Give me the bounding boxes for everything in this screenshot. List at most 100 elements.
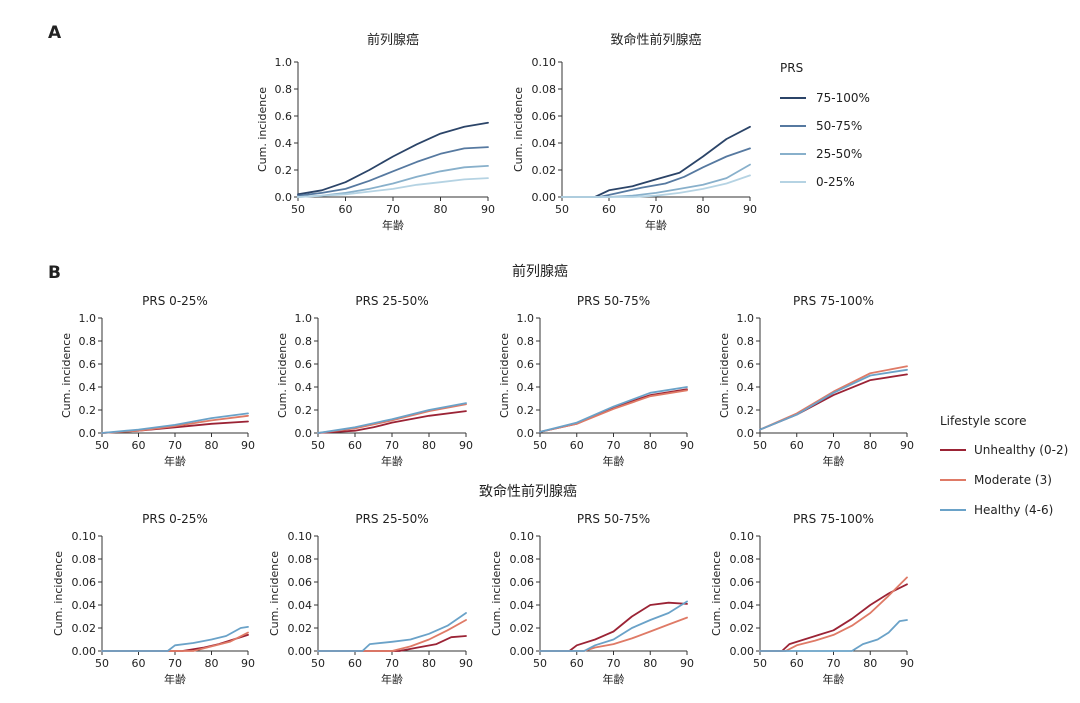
- y-tick-label: 0.06: [288, 576, 313, 589]
- x-tick-label: 70: [385, 657, 399, 670]
- series-line: [317, 410, 467, 434]
- panel-letter-a: A: [48, 23, 62, 43]
- x-tick-label: 60: [570, 657, 584, 670]
- row-title-lethal-prostate-cancer: 致命性前列腺癌: [479, 483, 577, 500]
- y-tick-label: 0.4: [737, 381, 755, 394]
- legend-lifestyle-title: Lifestyle score: [940, 414, 1026, 428]
- x-tick-label: 80: [863, 439, 877, 452]
- y-axis-label: Cum. incidence: [490, 551, 503, 636]
- chart-b5: PRS 0-25% 50 60 70 80 90 0.00 0.02 0.04 0.06 0.08 0…: [52, 512, 255, 686]
- y-tick-label: 0.0: [275, 191, 293, 204]
- legend-lifestyle-entry: Healthy (4-6): [940, 503, 1053, 517]
- x-tick-label: 70: [386, 203, 400, 216]
- y-axis-label: Cum. incidence: [256, 87, 269, 172]
- chart-title: PRS 25-50%: [355, 294, 428, 308]
- x-tick-label: 60: [348, 439, 362, 452]
- series-line: [101, 626, 249, 652]
- y-tick-label: 0.4: [517, 381, 535, 394]
- legend-prs-label: 25-50%: [816, 147, 862, 161]
- x-tick-label: 70: [385, 439, 399, 452]
- chart-b2: PRS 25-50% 50 60 70 80 90 0.0 0.2 0.4 0.6 0.8 1.0 年齢…: [276, 294, 473, 468]
- x-axis-label: 年齢: [823, 454, 845, 468]
- x-tick-label: 50: [95, 657, 109, 670]
- y-tick-label: 0.06: [72, 576, 97, 589]
- chart-b7: PRS 50-75% 50 60 70 80 90 0.00 0.02 0.04 0.06 0.08…: [490, 512, 694, 686]
- y-tick-label: 0.06: [532, 110, 557, 123]
- y-tick-label: 0.10: [532, 56, 557, 69]
- series-line: [759, 368, 908, 431]
- series-line: [561, 174, 751, 198]
- y-axis-label: Cum. incidence: [52, 551, 65, 636]
- y-tick-label: 1.0: [737, 312, 755, 325]
- y-tick-label: 0.04: [72, 599, 97, 612]
- x-tick-label: 70: [607, 657, 621, 670]
- x-tick-label: 70: [827, 657, 841, 670]
- y-tick-label: 0.8: [275, 83, 293, 96]
- chart-a2: 致命性前列腺癌 50 60 70 80 90 0.00 0.02 0.04 0.06 0.08 0.1…: [512, 32, 757, 232]
- x-tick-label: 80: [422, 439, 436, 452]
- legend-prs-entry: 25-50%: [780, 147, 862, 161]
- legend-lifestyle-label: Healthy (4-6): [974, 503, 1053, 517]
- series-line: [317, 402, 467, 434]
- x-tick-label: 80: [434, 203, 448, 216]
- x-tick-label: 60: [602, 203, 616, 216]
- y-tick-label: 0.4: [295, 381, 313, 394]
- x-tick-label: 50: [291, 203, 305, 216]
- chart-title: 致命性前列腺癌: [610, 32, 701, 48]
- x-tick-label: 60: [339, 203, 353, 216]
- x-tick-label: 80: [205, 439, 219, 452]
- x-tick-label: 90: [459, 657, 473, 670]
- legend-prs-entry: 50-75%: [780, 119, 862, 133]
- y-tick-label: 0.08: [72, 553, 97, 566]
- series-line: [539, 616, 688, 652]
- y-tick-label: 0.06: [730, 576, 755, 589]
- series-line: [539, 601, 688, 652]
- x-axis-label: 年齢: [164, 672, 186, 686]
- legend-prs-label: 75-100%: [816, 91, 870, 105]
- x-tick-label: 70: [607, 439, 621, 452]
- series-line: [561, 163, 751, 198]
- x-tick-label: 80: [863, 657, 877, 670]
- chart-a1: 前列腺癌 50 60 70 80 90 0.0 0.2 0.4 0.6 0.8 1.0 年齢 Cum. i…: [256, 32, 495, 232]
- y-tick-label: 1.0: [79, 312, 97, 325]
- y-axis-label: Cum. incidence: [710, 551, 723, 636]
- y-tick-label: 0.02: [72, 622, 97, 635]
- y-tick-label: 0.06: [510, 576, 535, 589]
- chart-b3: PRS 50-75% 50 60 70 80 90 0.0 0.2 0.4 0.6 0.8 1.0 年齢…: [498, 294, 694, 468]
- y-tick-label: 0.6: [737, 358, 755, 371]
- y-axis-label: Cum. incidence: [60, 333, 73, 418]
- x-tick-label: 80: [205, 657, 219, 670]
- x-tick-label: 60: [790, 439, 804, 452]
- series-line: [539, 386, 688, 433]
- series-line: [759, 576, 908, 652]
- legend-lifestyle-entry: Unhealthy (0-2): [940, 443, 1068, 457]
- y-tick-label: 0.08: [510, 553, 535, 566]
- legend-lifestyle-label: Moderate (3): [974, 473, 1052, 487]
- x-tick-label: 70: [168, 657, 182, 670]
- y-tick-label: 0.2: [295, 404, 313, 417]
- chart-title: PRS 25-50%: [355, 512, 428, 526]
- x-tick-label: 50: [533, 439, 547, 452]
- series-line: [759, 583, 908, 652]
- y-tick-label: 0.6: [517, 358, 535, 371]
- x-tick-label: 50: [753, 439, 767, 452]
- charts: 前列腺癌 50 60 70 80 90 0.0 0.2 0.4 0.6 0.8 1.0 年齢 Cum. i…: [52, 32, 914, 686]
- x-axis-label: 年齢: [164, 454, 186, 468]
- x-axis-label: 年齢: [382, 218, 404, 232]
- x-tick-label: 80: [696, 203, 710, 216]
- chart-b1: PRS 0-25% 50 60 70 80 90 0.0 0.2 0.4 0.6 0.8 1.0 年齢 C…: [60, 294, 255, 468]
- x-axis-label: 年齢: [603, 454, 625, 468]
- x-tick-label: 50: [95, 439, 109, 452]
- x-tick-label: 90: [743, 203, 757, 216]
- x-tick-label: 80: [643, 439, 657, 452]
- y-tick-label: 0.10: [510, 530, 535, 543]
- chart-b8: PRS 75-100% 50 60 70 80 90 0.00 0.02 0.04 0.06 0.0…: [710, 512, 914, 686]
- x-axis-label: 年齢: [645, 218, 667, 232]
- series-line: [297, 146, 489, 197]
- x-tick-label: 90: [900, 439, 914, 452]
- chart-title: PRS 75-100%: [793, 512, 874, 526]
- series-line: [317, 612, 467, 652]
- x-tick-label: 60: [348, 657, 362, 670]
- x-tick-label: 80: [643, 657, 657, 670]
